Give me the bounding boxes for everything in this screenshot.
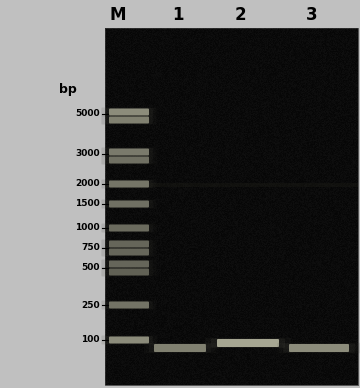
FancyBboxPatch shape bbox=[105, 108, 153, 116]
FancyBboxPatch shape bbox=[109, 149, 149, 156]
FancyBboxPatch shape bbox=[102, 147, 157, 156]
FancyBboxPatch shape bbox=[109, 116, 149, 123]
FancyBboxPatch shape bbox=[102, 199, 157, 208]
FancyBboxPatch shape bbox=[283, 343, 355, 353]
Text: bp: bp bbox=[59, 83, 77, 97]
FancyBboxPatch shape bbox=[154, 344, 206, 352]
FancyBboxPatch shape bbox=[105, 116, 153, 124]
FancyBboxPatch shape bbox=[105, 248, 153, 256]
FancyBboxPatch shape bbox=[105, 180, 153, 188]
Text: 250: 250 bbox=[81, 300, 100, 310]
FancyBboxPatch shape bbox=[105, 200, 153, 208]
FancyBboxPatch shape bbox=[109, 248, 149, 256]
Text: M: M bbox=[110, 6, 126, 24]
FancyBboxPatch shape bbox=[102, 248, 157, 256]
FancyBboxPatch shape bbox=[289, 344, 349, 352]
Text: 100: 100 bbox=[81, 336, 100, 345]
FancyBboxPatch shape bbox=[102, 300, 157, 310]
Text: 1500: 1500 bbox=[75, 199, 100, 208]
Bar bbox=[105, 183, 358, 187]
FancyBboxPatch shape bbox=[102, 180, 157, 189]
Text: 750: 750 bbox=[81, 244, 100, 253]
FancyBboxPatch shape bbox=[102, 239, 157, 248]
Text: 3000: 3000 bbox=[75, 149, 100, 159]
FancyBboxPatch shape bbox=[109, 201, 149, 208]
Text: 3: 3 bbox=[306, 6, 318, 24]
FancyBboxPatch shape bbox=[105, 268, 153, 276]
Text: 2000: 2000 bbox=[75, 180, 100, 189]
FancyBboxPatch shape bbox=[102, 223, 157, 232]
FancyBboxPatch shape bbox=[105, 156, 153, 164]
FancyBboxPatch shape bbox=[109, 225, 149, 232]
FancyBboxPatch shape bbox=[109, 260, 149, 267]
Text: 1: 1 bbox=[172, 6, 184, 24]
FancyBboxPatch shape bbox=[144, 343, 216, 353]
FancyBboxPatch shape bbox=[102, 267, 157, 277]
FancyBboxPatch shape bbox=[105, 240, 153, 248]
FancyBboxPatch shape bbox=[109, 268, 149, 275]
FancyBboxPatch shape bbox=[109, 180, 149, 187]
Text: 2: 2 bbox=[234, 6, 246, 24]
FancyBboxPatch shape bbox=[278, 343, 360, 353]
FancyBboxPatch shape bbox=[105, 224, 153, 232]
Text: 500: 500 bbox=[81, 263, 100, 272]
FancyBboxPatch shape bbox=[102, 336, 157, 345]
FancyBboxPatch shape bbox=[102, 260, 157, 268]
Text: 1000: 1000 bbox=[75, 223, 100, 232]
FancyBboxPatch shape bbox=[211, 338, 285, 348]
Text: 5000: 5000 bbox=[75, 109, 100, 118]
Bar bbox=[105, 28, 358, 385]
FancyBboxPatch shape bbox=[205, 338, 291, 348]
FancyBboxPatch shape bbox=[102, 107, 157, 116]
FancyBboxPatch shape bbox=[105, 301, 153, 309]
FancyBboxPatch shape bbox=[105, 260, 153, 268]
FancyBboxPatch shape bbox=[149, 343, 211, 353]
FancyBboxPatch shape bbox=[109, 241, 149, 248]
FancyBboxPatch shape bbox=[109, 109, 149, 116]
FancyBboxPatch shape bbox=[105, 148, 153, 156]
FancyBboxPatch shape bbox=[105, 336, 153, 344]
FancyBboxPatch shape bbox=[109, 336, 149, 343]
FancyBboxPatch shape bbox=[109, 301, 149, 308]
FancyBboxPatch shape bbox=[217, 339, 279, 347]
FancyBboxPatch shape bbox=[102, 156, 157, 165]
FancyBboxPatch shape bbox=[109, 156, 149, 163]
FancyBboxPatch shape bbox=[102, 116, 157, 125]
